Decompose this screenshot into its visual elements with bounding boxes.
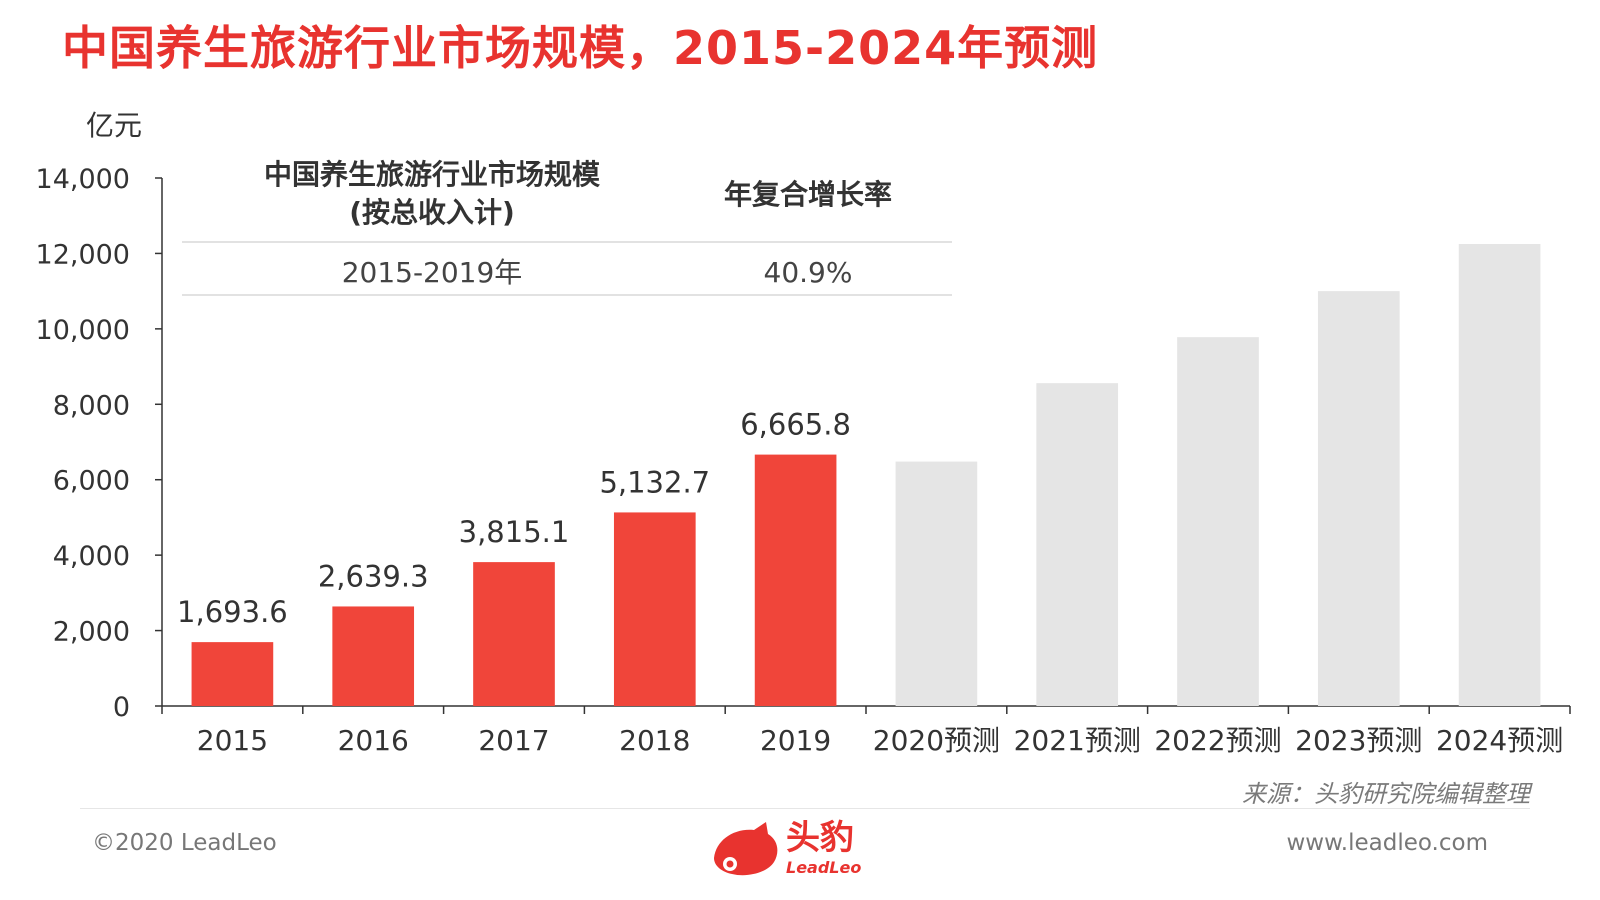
- bar-2021预测: [1036, 383, 1119, 706]
- x-tick-label: 2018: [619, 724, 690, 757]
- y-tick-label: 0: [113, 692, 130, 723]
- bar-value-label: 2,639.3: [318, 559, 429, 593]
- table-cell-cagr: 40.9%: [764, 256, 853, 289]
- table-cell-period: 2015-2019年: [342, 256, 523, 289]
- bar-value-label: 5,132.7: [599, 465, 710, 499]
- y-tick-label: 4,000: [53, 541, 130, 572]
- bar-value-label: 6,665.8: [740, 408, 851, 442]
- x-tick-label: 2022预测: [1154, 724, 1281, 757]
- footer-divider: [80, 808, 1530, 809]
- chart-title: 中国养生旅游行业市场规模，2015-2024年预测: [62, 21, 1099, 75]
- leadleo-logo-icon: [714, 822, 778, 876]
- x-tick-label: 2023预测: [1295, 724, 1422, 757]
- table-header-market-size: 中国养生旅游行业市场规模: [264, 158, 601, 191]
- x-tick-label: 2021预测: [1014, 724, 1141, 757]
- x-tick-label: 2024预测: [1436, 724, 1563, 757]
- table-header-cagr: 年复合增长率: [724, 178, 892, 211]
- bar-2016: [332, 606, 415, 706]
- logo-subtext: LeadLeo: [786, 858, 862, 877]
- y-tick-label: 2,000: [53, 617, 130, 648]
- bar-2023预测: [1317, 291, 1400, 706]
- y-tick-label: 10,000: [36, 315, 130, 346]
- bar-2024预测: [1458, 244, 1541, 706]
- x-tick-label: 2019: [760, 724, 831, 757]
- bar-2018: [613, 512, 696, 706]
- bar-2019: [754, 454, 837, 706]
- x-tick-label: 2016: [338, 724, 409, 757]
- website-url: www.leadleo.com: [1286, 830, 1488, 856]
- logo-text: 头豹: [786, 818, 854, 858]
- bar-2015: [191, 642, 274, 706]
- y-tick-label: 8,000: [53, 390, 130, 421]
- bar-value-label: 3,815.1: [459, 515, 570, 549]
- bar-2022预测: [1177, 337, 1259, 706]
- y-tick-label: 12,000: [36, 239, 130, 270]
- bar-2017: [473, 562, 555, 706]
- summary-table: 中国养生旅游行业市场规模 (按总收入计) 年复合增长率 2015-2019年 4…: [182, 158, 952, 296]
- x-tick-label: 2020预测: [873, 724, 1000, 757]
- y-tick-label: 14,000: [36, 164, 130, 195]
- x-tick-label: 2015: [197, 724, 268, 757]
- bar-value-label: 1,693.6: [177, 595, 288, 629]
- copyright-text: ©2020 LeadLeo: [92, 830, 277, 856]
- y-tick-label: 6,000: [53, 466, 130, 497]
- bar-2020预测: [895, 461, 978, 706]
- y-axis-unit-label: 亿元: [86, 109, 143, 142]
- table-header-market-size-note: (按总收入计): [349, 196, 515, 229]
- source-note: 来源：头豹研究院编辑整理: [1242, 780, 1530, 808]
- x-tick-label: 2017: [478, 724, 549, 757]
